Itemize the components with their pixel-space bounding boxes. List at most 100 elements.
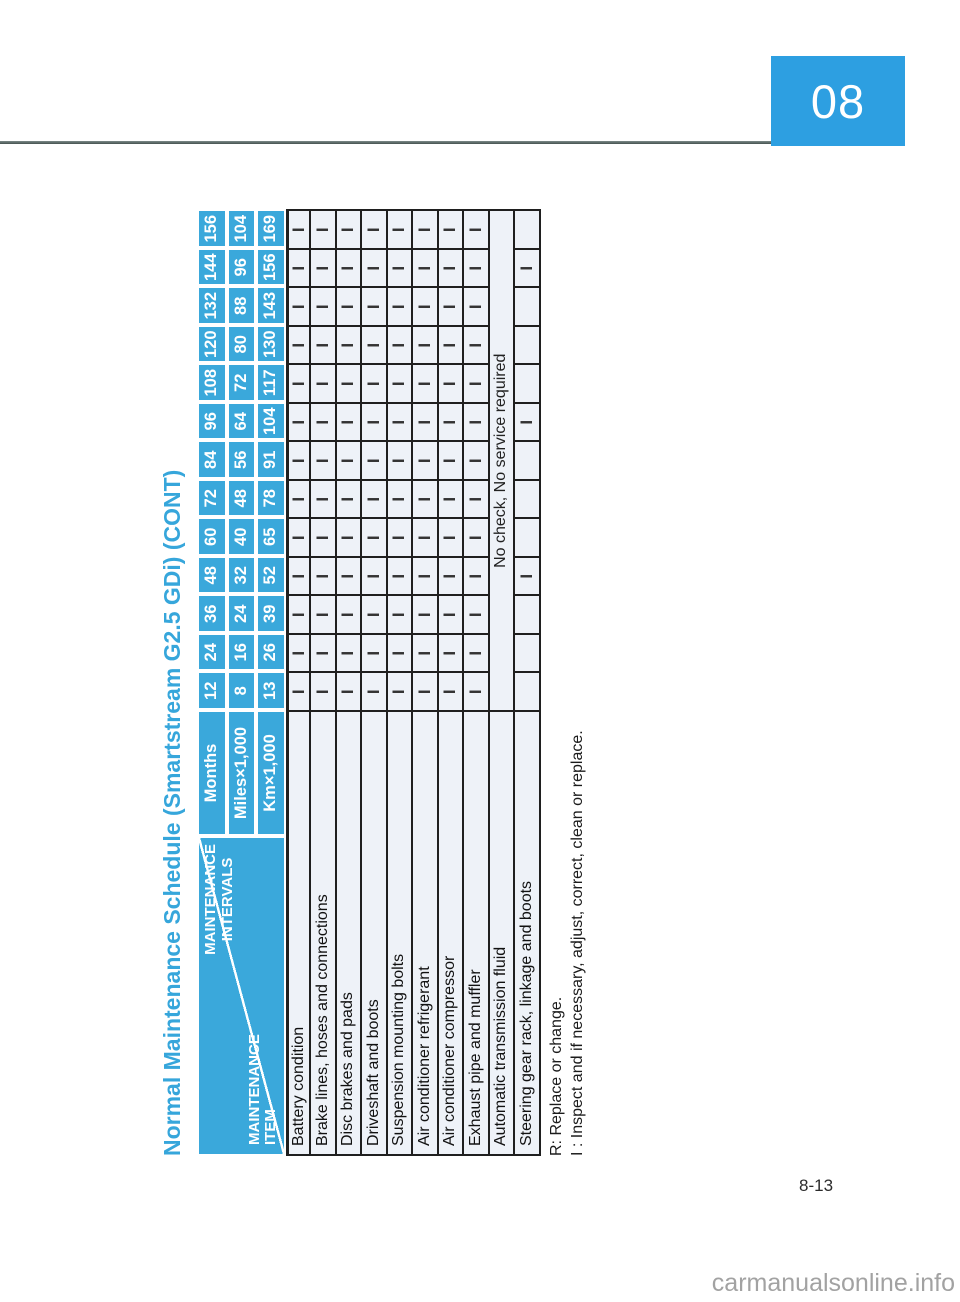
schedule-mark-cell: I: [438, 594, 464, 633]
interval-value-cell: 13: [256, 671, 286, 710]
maintenance-item-name: Steering gear rack, linkage and boots: [515, 710, 541, 1156]
schedule-mark-cell: I: [438, 248, 464, 287]
interval-value-cell: 144: [197, 248, 227, 287]
maintenance-item-name: Automatic transmission fluid: [489, 710, 515, 1156]
interval-value-cell: 132: [197, 286, 227, 325]
schedule-mark-cell: I: [387, 517, 413, 556]
schedule-mark-cell: I: [336, 671, 362, 710]
schedule-mark-cell: I: [413, 248, 439, 287]
interval-value-cell: 80: [226, 325, 256, 364]
schedule-mark-cell: I: [311, 479, 337, 518]
schedule-mark-cell: I: [311, 671, 337, 710]
maintenance-item-name: Exhaust pipe and muffler: [464, 710, 490, 1156]
interval-value-cell: 169: [256, 209, 286, 248]
interval-value-cell: 64: [226, 402, 256, 441]
schedule-mark-cell: I: [336, 594, 362, 633]
schedule-mark-cell: I: [387, 286, 413, 325]
schedule-mark-cell: I: [362, 633, 388, 672]
schedule-mark-cell: I: [285, 517, 311, 556]
schedule-mark-cell: [515, 479, 541, 518]
schedule-mark-cell: I: [336, 248, 362, 287]
schedule-mark-cell: I: [285, 325, 311, 364]
schedule-mark-cell: I: [464, 517, 490, 556]
schedule-mark-cell: I: [311, 440, 337, 479]
interval-value-cell: 130: [256, 325, 286, 364]
schedule-mark-cell: I: [464, 440, 490, 479]
maintenance-item-name: Disc brakes and pads: [336, 710, 362, 1156]
schedule-mark-cell: [515, 671, 541, 710]
schedule-mark-cell: I: [285, 633, 311, 672]
corner-cell: MAINTENANCE INTERVALS MAINTENANCE ITEM: [197, 836, 286, 1156]
interval-value-cell: 156: [197, 209, 227, 248]
interval-value-cell: 78: [256, 479, 286, 518]
interval-value-cell: 12: [197, 671, 227, 710]
interval-value-cell: 96: [226, 248, 256, 287]
schedule-mark-cell: I: [413, 402, 439, 441]
schedule-mark-cell: I: [285, 402, 311, 441]
schedule-mark-cell: I: [362, 671, 388, 710]
schedule-mark-cell: I: [438, 479, 464, 518]
maintenance-item-name: Battery condition: [285, 710, 311, 1156]
schedule-mark-cell: I: [362, 325, 388, 364]
schedule-mark-cell: I: [438, 325, 464, 364]
interval-value-cell: 56: [226, 440, 256, 479]
schedule-mark-cell: I: [387, 479, 413, 518]
schedule-mark-cell: I: [311, 517, 337, 556]
schedule-mark-cell: I: [336, 209, 362, 248]
schedule-mark-cell: I: [438, 363, 464, 402]
schedule-mark-cell: I: [336, 363, 362, 402]
schedule-mark-cell: I: [285, 209, 311, 248]
schedule-mark-cell: I: [311, 402, 337, 441]
schedule-mark-cell: I: [336, 556, 362, 595]
interval-value-cell: 84: [197, 440, 227, 479]
schedule-mark-cell: I: [387, 671, 413, 710]
interval-value-cell: 117: [256, 363, 286, 402]
schedule-mark-cell: I: [464, 248, 490, 287]
schedule-mark-cell: I: [464, 363, 490, 402]
schedule-mark-cell: I: [438, 517, 464, 556]
schedule-mark-cell: I: [285, 248, 311, 287]
schedule-mark-cell: I: [464, 671, 490, 710]
schedule-mark-cell: I: [413, 479, 439, 518]
schedule-mark-cell: I: [285, 594, 311, 633]
schedule-mark-cell: I: [336, 402, 362, 441]
schedule-mark-cell: I: [413, 209, 439, 248]
schedule-mark-cell: I: [387, 440, 413, 479]
schedule-mark-cell: I: [362, 594, 388, 633]
maintenance-schedule-table: MAINTENANCE INTERVALS MAINTENANCE ITEM Month…: [197, 209, 541, 1156]
interval-unit-label: Months: [197, 710, 227, 836]
interval-value-cell: 48: [226, 479, 256, 518]
schedule-mark-cell: I: [464, 556, 490, 595]
schedule-mark-cell: I: [438, 671, 464, 710]
schedule-mark-cell: I: [285, 440, 311, 479]
schedule-mark-cell: I: [311, 209, 337, 248]
schedule-mark-cell: I: [387, 402, 413, 441]
interval-value-cell: 72: [197, 479, 227, 518]
schedule-mark-cell: I: [311, 248, 337, 287]
schedule-mark-cell: I: [413, 440, 439, 479]
schedule-mark-cell: I: [413, 633, 439, 672]
schedule-mark-cell: I: [413, 671, 439, 710]
interval-value-cell: 65: [256, 517, 286, 556]
footnote-inspect: I : Inspect and if necessary, adjust, co…: [568, 730, 586, 1156]
interval-value-cell: 88: [226, 286, 256, 325]
interval-value-cell: 108: [197, 363, 227, 402]
schedule-mark-cell: I: [336, 517, 362, 556]
schedule-mark-cell: I: [311, 594, 337, 633]
interval-value-cell: 26: [256, 633, 286, 672]
maintenance-item-name: Air conditioner refrigerant: [413, 710, 439, 1156]
schedule-mark-cell: I: [285, 671, 311, 710]
schedule-mark-cell: I: [438, 209, 464, 248]
interval-value-cell: 72: [226, 363, 256, 402]
chapter-number-badge: 08: [771, 56, 905, 146]
schedule-mark-cell: I: [387, 594, 413, 633]
maintenance-item-name: Suspension mounting bolts: [387, 710, 413, 1156]
page-number: 8-13: [799, 1176, 834, 1195]
schedule-mark-cell: I: [515, 402, 541, 441]
schedule-mark-cell: [515, 440, 541, 479]
interval-value-cell: 104: [256, 402, 286, 441]
schedule-mark-cell: I: [413, 363, 439, 402]
interval-value-cell: 48: [197, 556, 227, 595]
schedule-mark-cell: I: [336, 440, 362, 479]
schedule-mark-cell: I: [464, 402, 490, 441]
